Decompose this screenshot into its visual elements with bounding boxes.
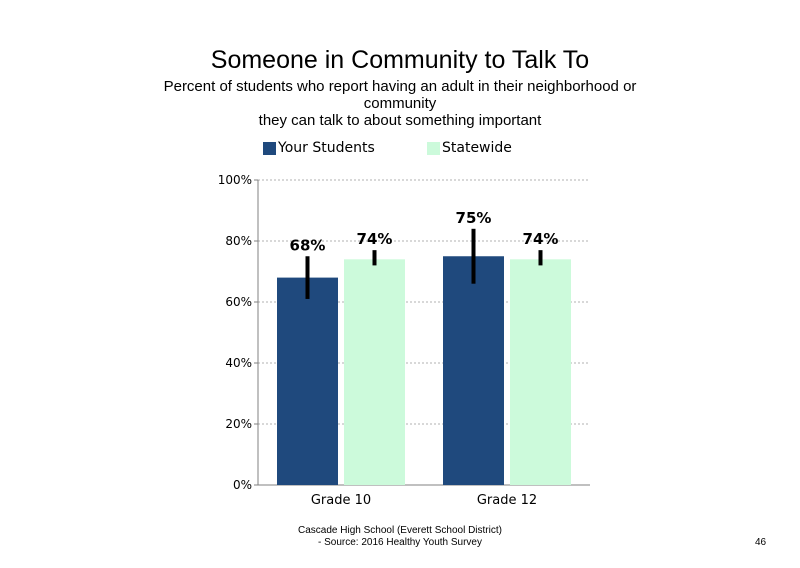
legend-label-your-students: Your Students: [278, 140, 375, 156]
y-tick-label-20: 20%: [225, 417, 252, 431]
x-category-label-1: Grade 12: [477, 493, 537, 508]
chart-legend: Your Students Statewide: [0, 140, 800, 160]
legend-item-statewide: Statewide: [427, 140, 512, 156]
legend-item-your-students: Your Students: [263, 140, 375, 156]
y-tick-label-80: 80%: [225, 234, 252, 248]
source-footer: Cascade High School (Everett School Dist…: [250, 525, 550, 549]
page-number: 46: [755, 537, 767, 548]
data-label-0-1: 75%: [456, 209, 492, 227]
y-tick-label-0: 0%: [233, 478, 252, 492]
legend-swatch-your-students: [263, 141, 276, 155]
footer-line-1: Cascade High School (Everett School Dist…: [298, 525, 502, 536]
bar-1-0: [344, 259, 405, 485]
y-tick-label-100: 100%: [218, 173, 252, 187]
subtitle-line-2: they can talk to about something importa…: [258, 112, 542, 129]
x-category-label-0: Grade 10: [311, 493, 371, 508]
subtitle-line-1: Percent of students who report having an…: [163, 78, 637, 112]
y-tick-label-60: 60%: [225, 295, 252, 309]
bar-0-0: [277, 277, 338, 485]
bar-1-1: [510, 259, 571, 485]
data-label-1-0: 74%: [357, 230, 393, 248]
bar-0-1: [443, 256, 504, 485]
y-tick-label-40: 40%: [225, 356, 252, 370]
data-label-0-0: 68%: [290, 236, 326, 254]
legend-swatch-statewide: [427, 141, 440, 155]
chart-title: Someone in Community to Talk To: [210, 46, 590, 74]
legend-label-statewide: Statewide: [442, 140, 512, 156]
footer-line-2: - Source: 2016 Healthy Youth Survey: [318, 537, 482, 548]
data-label-1-1: 74%: [523, 230, 559, 248]
chart-subtitle: Percent of students who report having an…: [130, 78, 670, 129]
